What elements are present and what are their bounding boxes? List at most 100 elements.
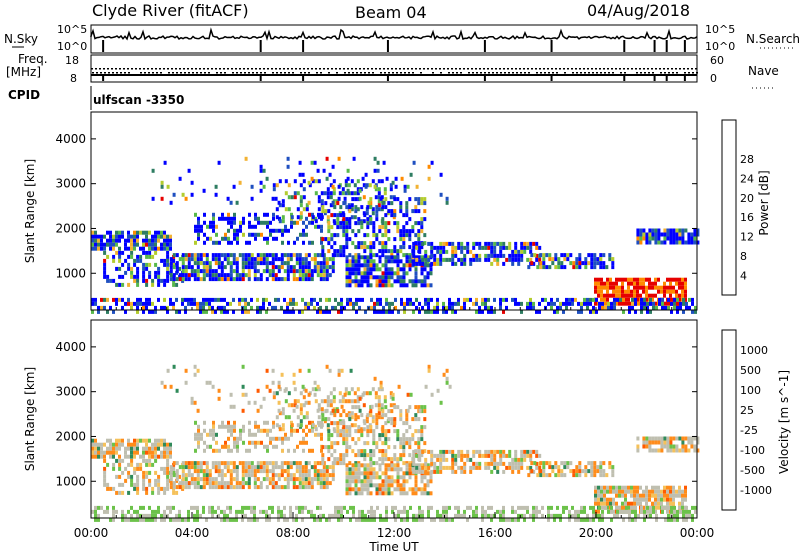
heatmap-cell xyxy=(339,213,343,218)
heatmap-cell xyxy=(296,191,300,196)
heatmap-cell xyxy=(439,461,443,466)
heatmap-cell xyxy=(496,509,499,514)
nave-dot xyxy=(292,72,294,74)
heatmap-cell xyxy=(127,454,130,459)
heatmap-cell xyxy=(317,212,320,217)
heatmap-cell xyxy=(402,475,406,480)
heatmap-cell xyxy=(136,258,140,263)
heatmap-cell xyxy=(157,486,161,491)
heatmap-cell xyxy=(127,230,130,235)
freq-dot xyxy=(271,68,273,70)
heatmap-cell xyxy=(369,241,373,246)
heatmap-cell xyxy=(369,263,373,268)
heatmap-cell xyxy=(445,309,448,314)
heatmap-cell xyxy=(672,493,675,498)
heatmap-cell xyxy=(475,461,479,466)
heatmap-cell xyxy=(316,261,320,266)
heatmap-cell xyxy=(685,305,688,310)
heatmap-cell xyxy=(475,505,478,510)
heatmap-cell xyxy=(376,297,379,302)
heatmap-cell xyxy=(394,297,397,302)
heatmap-cell xyxy=(539,461,543,466)
heatmap-cell xyxy=(639,277,642,282)
freq-dot xyxy=(523,68,525,70)
heatmap-cell xyxy=(178,513,181,518)
heatmap-cell xyxy=(408,463,412,468)
heatmap-cell xyxy=(496,461,500,466)
heatmap-cell xyxy=(287,403,291,408)
heatmap-cell xyxy=(619,297,622,302)
heatmap-cell xyxy=(380,415,384,420)
heatmap-cell xyxy=(322,277,326,282)
heatmap-cell xyxy=(648,228,652,233)
heatmap-cell xyxy=(247,301,250,306)
heatmap-cell xyxy=(369,221,373,226)
heatmap-cell xyxy=(157,282,161,287)
heatmap-cell xyxy=(169,446,172,451)
heatmap-cell xyxy=(672,285,675,290)
heatmap-cell xyxy=(412,513,415,518)
heatmap-cell xyxy=(399,237,403,242)
heatmap-cell xyxy=(115,238,118,243)
heatmap-cell xyxy=(405,201,409,206)
heatmap-cell xyxy=(304,505,307,510)
heatmap-cell xyxy=(121,250,125,255)
heatmap-cell xyxy=(227,428,230,433)
heatmap-cell xyxy=(342,461,346,466)
heatmap-cell xyxy=(493,241,497,246)
heatmap-cell xyxy=(675,281,678,286)
heatmap-cell xyxy=(619,509,622,514)
heatmap-cell xyxy=(190,273,194,278)
heatmap-cell xyxy=(260,220,263,225)
heatmap-cell xyxy=(611,473,615,478)
heatmap-cell xyxy=(184,305,187,310)
heatmap-cell xyxy=(115,266,119,271)
heatmap-cell xyxy=(523,513,526,518)
heatmap-cell xyxy=(594,509,597,514)
heatmap-cell xyxy=(532,517,535,522)
heatmap-cell xyxy=(112,254,116,259)
heatmap-cell xyxy=(490,457,494,462)
heatmap-cell xyxy=(215,432,218,437)
heatmap-cell xyxy=(502,245,506,250)
heatmap-cell xyxy=(436,453,440,458)
heatmap-cell xyxy=(242,424,245,429)
heatmap-cell xyxy=(365,211,369,216)
heatmap-cell xyxy=(254,424,257,429)
heatmap-cell xyxy=(94,505,97,510)
heatmap-cell xyxy=(569,461,573,466)
heatmap-cell xyxy=(399,445,403,450)
heatmap-cell xyxy=(684,497,687,502)
heatmap-cell xyxy=(508,449,512,454)
heatmap-cell xyxy=(265,265,269,270)
heatmap-cell xyxy=(655,513,658,518)
heatmap-cell xyxy=(508,253,512,258)
heatmap-cell xyxy=(583,505,586,510)
heatmap-cell xyxy=(121,234,124,239)
heatmap-cell xyxy=(589,309,592,314)
heatmap-cell xyxy=(542,473,546,478)
heatmap-cell xyxy=(354,413,358,418)
heatmap-cell xyxy=(460,241,464,246)
velocity-colorbar-label: Velocity [m s^-1] xyxy=(777,370,791,474)
heatmap-cell xyxy=(436,457,440,462)
heatmap-cell xyxy=(354,233,358,238)
colorbar-tick-label: 20 xyxy=(740,192,754,205)
heatmap-cell xyxy=(348,413,352,418)
heatmap-cell xyxy=(145,278,149,283)
heatmap-cell xyxy=(526,305,529,310)
heatmap-cell xyxy=(342,457,346,462)
heatmap-cell xyxy=(130,301,133,306)
heatmap-cell xyxy=(399,283,403,288)
heatmap-cell xyxy=(136,254,140,259)
heatmap-cell xyxy=(590,461,594,466)
heatmap-cell xyxy=(681,436,685,441)
heatmap-cell xyxy=(381,271,385,276)
heatmap-cell xyxy=(269,440,272,445)
heatmap-cell xyxy=(262,269,266,274)
heatmap-cell xyxy=(262,396,266,401)
heatmap-cell xyxy=(172,505,175,510)
heatmap-cell xyxy=(136,274,140,279)
heatmap-cell xyxy=(385,176,389,181)
heatmap-cell xyxy=(136,230,139,235)
